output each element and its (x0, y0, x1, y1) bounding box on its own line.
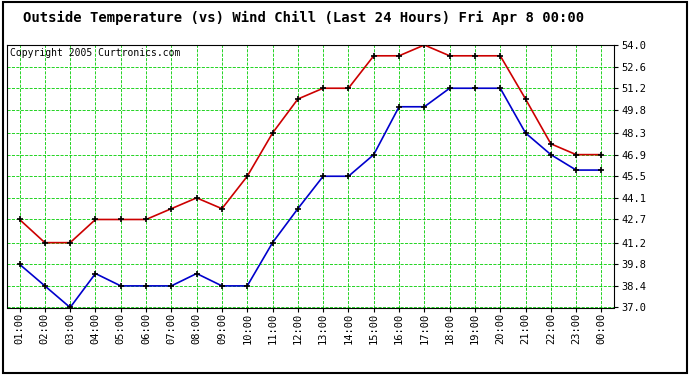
Text: Outside Temperature (vs) Wind Chill (Last 24 Hours) Fri Apr 8 00:00: Outside Temperature (vs) Wind Chill (Las… (23, 11, 584, 26)
Text: Copyright 2005 Curtronics.com: Copyright 2005 Curtronics.com (10, 48, 180, 58)
